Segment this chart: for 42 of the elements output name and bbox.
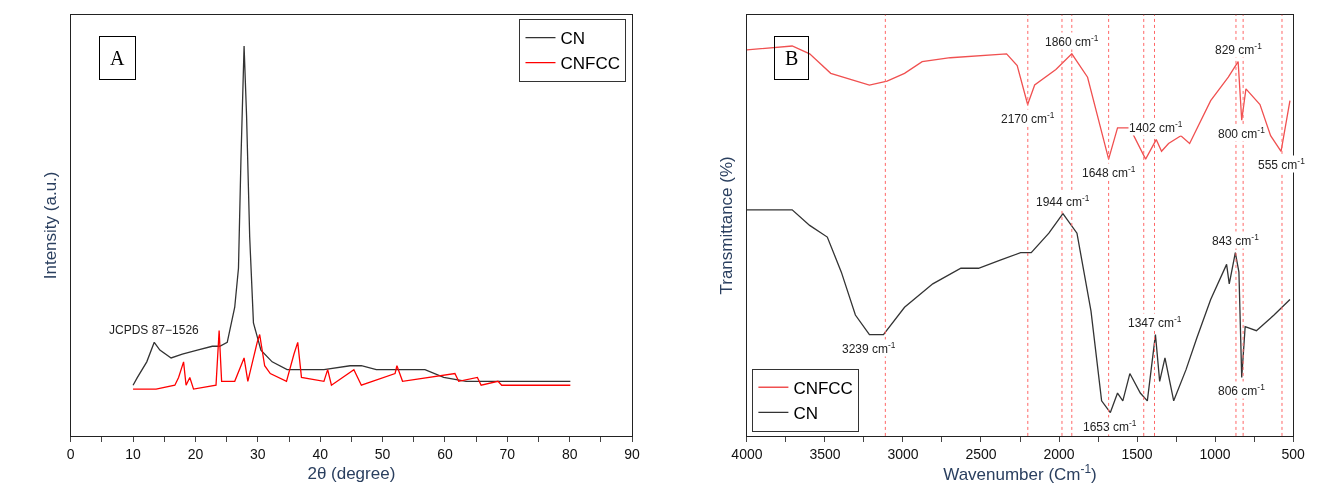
x-axis-title: 2θ (degree) [307, 464, 396, 484]
x-tick-label: 500 [1281, 445, 1305, 462]
annotation: 1653 cm$^{-1}$ [1083, 418, 1137, 435]
annotation: JCPDS 87−1526 [109, 323, 200, 337]
x-tick-label: 2500 [965, 445, 997, 462]
x-tick-label: 4000 [731, 445, 763, 462]
annotation: 843 cm$^{-1}$ [1212, 232, 1260, 249]
legend-label: CNFCC [560, 54, 620, 74]
x-tick-label: 10 [125, 445, 142, 462]
x-tick-label: 3500 [809, 445, 841, 462]
x-tick-label: 3000 [887, 445, 919, 462]
annotation: A [110, 47, 125, 69]
annotation: 1648 cm$^{-1}$ [1082, 164, 1136, 181]
x-tick-label: 0 [66, 445, 75, 462]
y-axis-title: Intensity (a.u.) [41, 171, 61, 280]
annotation: 806 cm$^{-1}$ [1218, 382, 1266, 399]
x-tick-label: 70 [499, 445, 516, 462]
x-tick-label: 80 [561, 445, 578, 462]
legend-label: CN [793, 403, 818, 423]
y-axis-title: Transmittance (%) [717, 156, 737, 295]
annotation: 555 cm$^{-1}$ [1258, 156, 1306, 173]
annotation: 3239 cm$^{-1}$ [842, 340, 896, 357]
annotation: 1944 cm$^{-1}$ [1036, 193, 1090, 210]
x-axis-title: Wavenumber (Cm$^{-1}$) [943, 461, 1097, 484]
annotation: B [785, 47, 799, 69]
annotation: 800 cm$^{-1}$ [1218, 125, 1266, 142]
x-tick-label: 30 [250, 445, 266, 462]
legend-label: CN [560, 29, 586, 49]
annotation: 829 cm$^{-1}$ [1215, 41, 1263, 58]
annotation: 1347 cm$^{-1}$ [1128, 314, 1182, 331]
x-tick-label: 50 [374, 445, 391, 462]
x-tick-label: 20 [187, 445, 204, 462]
x-tick-label: 1500 [1121, 445, 1153, 462]
legend-label: CNFCC [793, 378, 853, 398]
annotation: 1402 cm$^{-1}$ [1129, 119, 1183, 136]
x-tick-label: 1000 [1199, 445, 1231, 462]
x-tick-label: 40 [312, 445, 329, 462]
annotation: 2170 cm$^{-1}$ [1001, 110, 1055, 127]
x-tick-label: 90 [624, 445, 641, 462]
annotation: 1860 cm$^{-1}$ [1045, 33, 1099, 50]
x-tick-label: 2000 [1043, 445, 1075, 462]
x-tick-label: 60 [437, 445, 453, 462]
